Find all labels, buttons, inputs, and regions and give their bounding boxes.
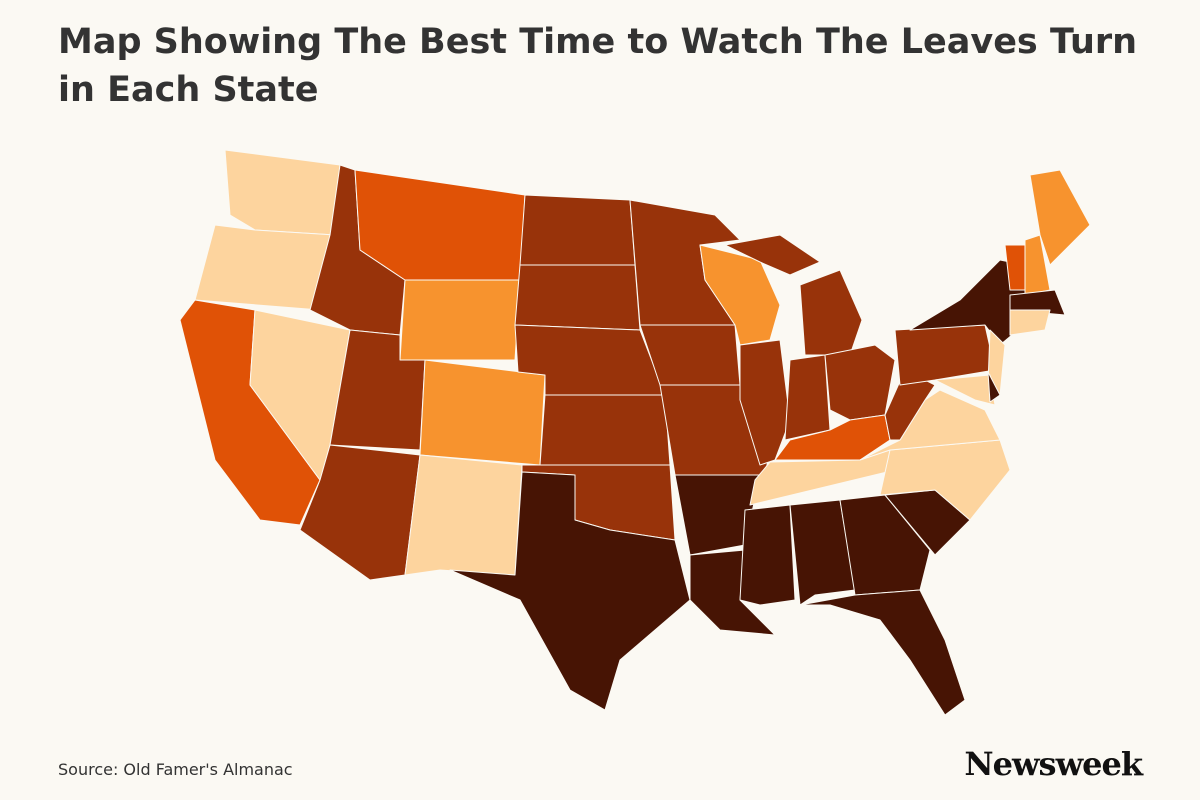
state: [739, 504, 796, 606]
state: [224, 149, 341, 236]
state: [354, 169, 526, 281]
state: [1009, 289, 1066, 316]
title: Map Showing The Best Time to Watch The L…: [58, 22, 1138, 110]
state: [987, 371, 1001, 403]
state: [839, 494, 931, 596]
state: [934, 374, 996, 406]
state: [799, 269, 863, 356]
state: [519, 194, 636, 266]
state: [774, 414, 891, 461]
state: [724, 234, 821, 276]
state: [1024, 234, 1051, 296]
state: [789, 499, 856, 606]
state: [514, 264, 641, 331]
state: [1009, 309, 1051, 336]
state: [1029, 169, 1091, 266]
state: [824, 344, 896, 421]
states: [179, 149, 1091, 716]
state: [699, 244, 781, 346]
state: [799, 589, 966, 716]
logo: Newsweek: [964, 745, 1143, 783]
state: [404, 454, 523, 576]
state: [449, 471, 691, 711]
state: [399, 279, 521, 361]
source: Source: Old Famer's Almanac: [58, 760, 293, 779]
state: [539, 394, 671, 466]
state: [419, 359, 546, 466]
state: [784, 354, 831, 441]
